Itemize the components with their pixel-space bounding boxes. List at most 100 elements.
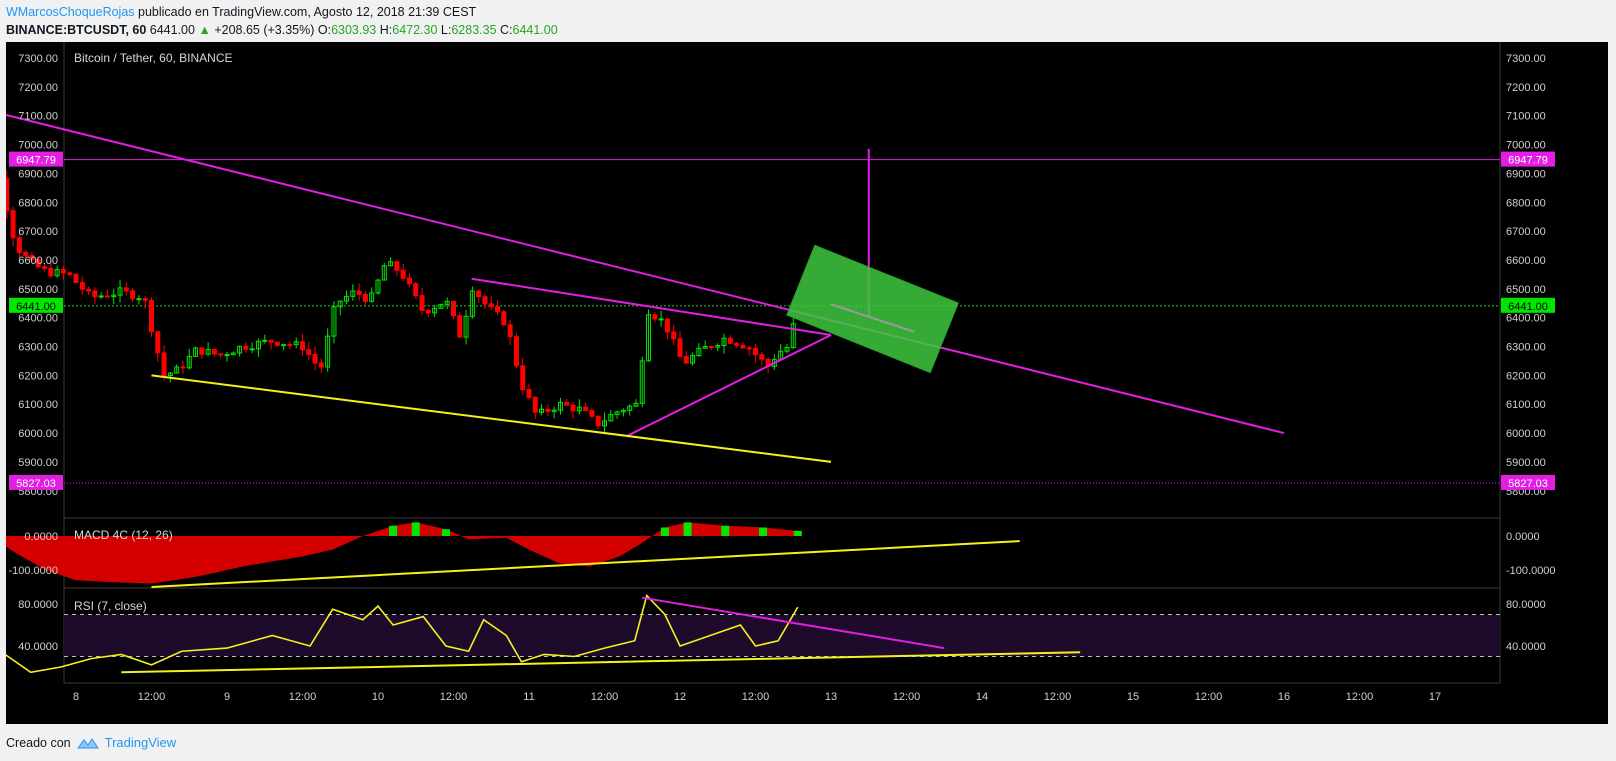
candle-body[interactable] bbox=[413, 283, 419, 297]
candle-body[interactable] bbox=[230, 352, 236, 356]
rsi-trendline[interactable] bbox=[121, 651, 1081, 674]
candle-body[interactable] bbox=[419, 295, 425, 311]
candle-body[interactable] bbox=[255, 340, 261, 350]
candle-body[interactable] bbox=[570, 404, 576, 412]
candle-body[interactable] bbox=[526, 389, 532, 398]
candle-body[interactable] bbox=[337, 300, 343, 308]
candle-body[interactable] bbox=[92, 290, 98, 298]
candle-body[interactable] bbox=[734, 342, 740, 346]
candle-body[interactable] bbox=[753, 348, 758, 356]
trendline[interactable] bbox=[151, 374, 832, 463]
candle-body[interactable] bbox=[167, 372, 173, 377]
candle-body[interactable] bbox=[532, 396, 538, 413]
candle-body[interactable] bbox=[482, 296, 488, 305]
candle-body[interactable] bbox=[425, 309, 431, 314]
candle-body[interactable] bbox=[306, 349, 312, 356]
price-pane[interactable] bbox=[0, 104, 1500, 484]
candle-body[interactable] bbox=[318, 362, 324, 368]
candle-body[interactable] bbox=[111, 294, 117, 298]
candle-body[interactable] bbox=[293, 341, 299, 346]
candle-body[interactable] bbox=[513, 336, 519, 367]
candle-body[interactable] bbox=[633, 402, 639, 407]
candle-body[interactable] bbox=[23, 252, 29, 257]
candle-body[interactable] bbox=[73, 273, 79, 283]
candle-body[interactable] bbox=[664, 318, 670, 333]
candle-body[interactable] bbox=[463, 315, 469, 338]
candle-body[interactable] bbox=[42, 266, 48, 269]
candle-body[interactable] bbox=[174, 366, 180, 374]
candle-body[interactable] bbox=[589, 409, 595, 417]
candle-body[interactable] bbox=[721, 337, 727, 347]
candle-body[interactable] bbox=[48, 267, 54, 277]
chart-frame[interactable]: 7300.00 7300.00 7200.00 7200.00 7100.00 7100.… bbox=[0, 42, 1608, 724]
candle-body[interactable] bbox=[432, 307, 438, 314]
candle-body[interactable] bbox=[381, 265, 387, 281]
candle-body[interactable] bbox=[696, 347, 702, 357]
candle-body[interactable] bbox=[501, 311, 507, 326]
candle-body[interactable] bbox=[67, 272, 73, 275]
candle-body[interactable] bbox=[746, 347, 752, 350]
candle-body[interactable] bbox=[243, 345, 249, 350]
candle-body[interactable] bbox=[193, 347, 199, 357]
candle-body[interactable] bbox=[576, 406, 582, 412]
candle-body[interactable] bbox=[29, 255, 35, 260]
candle-body[interactable] bbox=[658, 318, 664, 321]
candle-body[interactable] bbox=[180, 366, 186, 369]
candle-body[interactable] bbox=[388, 261, 394, 267]
candle-body[interactable] bbox=[469, 290, 475, 317]
tradingview-link[interactable]: TradingView bbox=[104, 735, 177, 750]
candle-body[interactable] bbox=[683, 355, 689, 364]
macd-trendline[interactable] bbox=[151, 540, 1020, 588]
candle-body[interactable] bbox=[199, 347, 205, 355]
candle-body[interactable] bbox=[451, 300, 456, 317]
candle-body[interactable] bbox=[249, 348, 255, 351]
candle-body[interactable] bbox=[362, 293, 368, 302]
candle-body[interactable] bbox=[557, 401, 563, 411]
target-box[interactable] bbox=[786, 244, 959, 374]
candle-body[interactable] bbox=[715, 345, 721, 348]
candle-body[interactable] bbox=[262, 339, 268, 342]
candle-body[interactable] bbox=[620, 409, 626, 413]
candle-body[interactable] bbox=[142, 298, 148, 301]
candle-body[interactable] bbox=[646, 314, 652, 362]
candle-body[interactable] bbox=[551, 409, 557, 412]
candle-body[interactable] bbox=[186, 355, 192, 369]
candle-body[interactable] bbox=[784, 346, 790, 352]
candle-body[interactable] bbox=[350, 290, 356, 297]
candle-body[interactable] bbox=[237, 345, 243, 354]
rsi-trendline[interactable] bbox=[642, 596, 945, 650]
candle-body[interactable] bbox=[155, 331, 161, 354]
candle-body[interactable] bbox=[356, 290, 362, 295]
candle-body[interactable] bbox=[583, 406, 589, 411]
candle-body[interactable] bbox=[300, 341, 305, 351]
candle-body[interactable] bbox=[136, 298, 142, 301]
candle-body[interactable] bbox=[708, 346, 714, 349]
candle-body[interactable] bbox=[325, 335, 331, 368]
candle-body[interactable] bbox=[104, 295, 110, 298]
candle-body[interactable] bbox=[224, 354, 230, 357]
candle-body[interactable] bbox=[545, 408, 551, 412]
author-link[interactable]: WMarcosChoqueRojas bbox=[6, 5, 135, 19]
candle-body[interactable] bbox=[400, 269, 406, 279]
candle-body[interactable] bbox=[4, 178, 10, 212]
candle-body[interactable] bbox=[406, 277, 412, 285]
candle-body[interactable] bbox=[727, 337, 733, 344]
candle-body[interactable] bbox=[86, 288, 92, 292]
candle-body[interactable] bbox=[595, 415, 601, 427]
candle-body[interactable] bbox=[205, 348, 211, 355]
candle-body[interactable] bbox=[520, 365, 526, 391]
chart-svg[interactable]: 7300.00 7300.00 7200.00 7200.00 7100.00 7100.… bbox=[0, 42, 1608, 724]
candle-body[interactable] bbox=[444, 300, 450, 305]
candle-body[interactable] bbox=[394, 261, 400, 271]
candle-body[interactable] bbox=[268, 339, 274, 343]
candle-body[interactable] bbox=[149, 299, 154, 333]
candle-body[interactable] bbox=[60, 269, 66, 274]
trendline[interactable] bbox=[471, 277, 832, 336]
candle-body[interactable] bbox=[602, 420, 607, 427]
candle-body[interactable] bbox=[495, 306, 501, 313]
candle-body[interactable] bbox=[117, 287, 123, 296]
candle-body[interactable] bbox=[79, 281, 85, 290]
candle-body[interactable] bbox=[211, 348, 217, 355]
rsi-pane[interactable] bbox=[0, 594, 1500, 674]
macd-pane[interactable] bbox=[0, 522, 1020, 588]
